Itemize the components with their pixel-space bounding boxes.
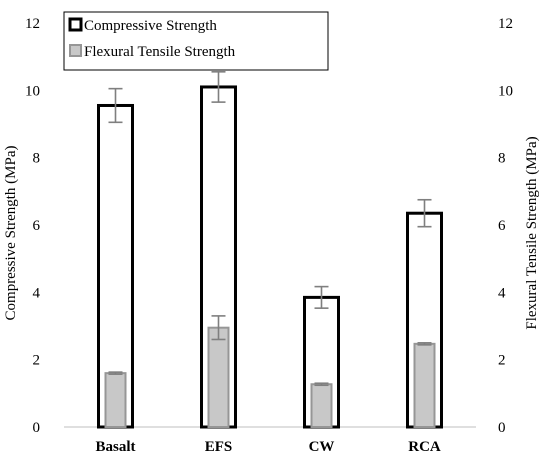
- y2-axis-title: Flexural Tensile Strength (MPa): [524, 136, 540, 329]
- x-tick-label: CW: [309, 439, 335, 455]
- y-tick-label: 8: [33, 151, 41, 167]
- plot-area: 0 2 4 6 8 10 12 0 2 4 6 8 10 12 Basalt EFS CW RCA: [25, 16, 513, 455]
- y2-tick-label: 10: [498, 83, 513, 99]
- bar-flexural-basalt: [104, 372, 127, 428]
- y-tick-label: 2: [33, 353, 41, 369]
- x-tick-label: RCA: [408, 439, 441, 455]
- legend-swatch-compressive: [68, 17, 83, 32]
- y-tick-label: 0: [33, 420, 41, 436]
- legend-label-flexural: Flexural Tensile Strength: [84, 44, 236, 60]
- bar-flexural-rca: [413, 342, 436, 428]
- legend-swatch-flexural: [69, 44, 82, 57]
- y2-tick-label: 8: [498, 151, 506, 167]
- y2-tick-label: 0: [498, 420, 506, 436]
- y-tick-label: 12: [25, 16, 40, 32]
- legend-label-compressive: Compressive Strength: [84, 18, 217, 34]
- legend: Compressive Strength Flexural Tensile St…: [63, 11, 329, 71]
- x-tick-label: Basalt: [95, 439, 135, 455]
- y2-tick-label: 2: [498, 353, 506, 369]
- y2-tick-label: 6: [498, 218, 506, 234]
- y-tick-label: 6: [33, 218, 41, 234]
- y2-tick-label: 4: [498, 285, 506, 301]
- x-tick-label: EFS: [205, 439, 233, 455]
- y-axis-title: Compressive Strength (MPa): [3, 146, 19, 321]
- bar-flexural-efs: [207, 326, 230, 428]
- y2-tick-label: 12: [498, 16, 513, 32]
- bar-flexural-cw: [310, 383, 333, 429]
- y-tick-label: 10: [25, 83, 40, 99]
- legend-box: [63, 11, 329, 71]
- y-tick-label: 4: [33, 285, 41, 301]
